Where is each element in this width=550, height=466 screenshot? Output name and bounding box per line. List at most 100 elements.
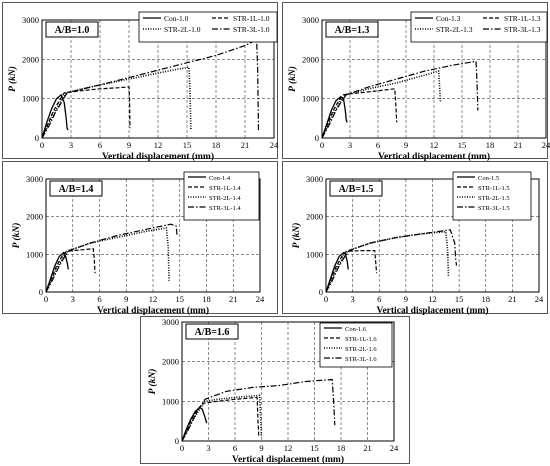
legend-label: Con-1.3 (436, 14, 461, 23)
legend-label: STR-2L-1.0 (164, 25, 201, 34)
x-tick-label: 15 (310, 443, 319, 453)
series-group (46, 223, 178, 292)
series-group (42, 39, 260, 138)
legend-box (183, 171, 260, 221)
y-tick-label: 2000 (162, 357, 179, 367)
legend-label: STR-2L-1.5 (478, 195, 510, 202)
x-tick-label: 3 (69, 140, 73, 150)
y-tick-label: 3000 (302, 15, 319, 25)
series-line-str-3l-1-4 (46, 223, 178, 292)
series-line-str-2l-1-4 (46, 227, 170, 292)
chart-title-box (329, 180, 383, 197)
plot-frame (181, 321, 395, 442)
series-line-con-1-0 (42, 94, 69, 138)
x-tick-label: 24 (256, 294, 265, 304)
x-tick-label: 9 (404, 294, 408, 304)
x-tick-label: 0 (320, 140, 324, 150)
y-tick-label: 3000 (306, 174, 323, 184)
y-axis-label: P (kN) (287, 66, 298, 92)
x-tick-label: 3 (206, 443, 210, 453)
y-tick-label: 0 (175, 436, 179, 446)
chart-panel-ab-1-4: 0 3 6 9 12 15 18 21 24 0 1000 2000 3000 Vertical disp… (2, 161, 278, 316)
x-tick-label: 15 (458, 140, 467, 150)
series-line-str-1l-1-0 (42, 86, 131, 138)
series-line-con-1-6 (182, 406, 208, 441)
x-tick-label: 21 (229, 294, 238, 304)
y-tick-label: 0 (315, 133, 319, 143)
legend-label: STR-2L-1.6 (345, 346, 377, 353)
x-tick-label: 15 (183, 140, 192, 150)
x-tick-label: 12 (149, 294, 158, 304)
x-tick-label: 24 (390, 443, 399, 453)
legend-label: STR-1L-1.5 (478, 185, 510, 192)
legend-label: Con-1.0 (164, 14, 189, 23)
series-line-con-1-3 (322, 96, 348, 138)
y-tick-label: 1000 (22, 94, 39, 104)
chart-svg: 0 3 6 9 12 15 18 21 24 0 1000 2000 3000 Vertical disp… (291, 171, 544, 316)
series-line-str-3l-1-5 (326, 229, 458, 292)
series-line-str-2l-1-0 (42, 66, 192, 138)
series-line-str-2l-1-3 (322, 70, 442, 138)
x-tick-label: 24 (535, 294, 544, 304)
chart-title-box (325, 21, 379, 38)
y-tick-label: 0 (39, 287, 43, 297)
y-tick-label: 0 (35, 133, 39, 143)
x-tick-label: 0 (180, 443, 184, 453)
legend-label: STR-1L-1.4 (209, 185, 241, 192)
x-tick-label: 21 (508, 294, 517, 304)
y-tick-label: 1000 (306, 249, 323, 259)
x-axis-label: Vertical displacement (mm) (378, 151, 490, 162)
y-tick-label: 3000 (26, 174, 43, 184)
x-tick-label: 3 (351, 294, 355, 304)
series-line-str-3l-1-6 (182, 378, 336, 441)
x-tick-label: 9 (124, 294, 128, 304)
x-tick-label: 18 (212, 140, 221, 150)
legend-box (319, 322, 393, 368)
x-tick-label: 24 (270, 140, 279, 150)
x-tick-label: 21 (514, 140, 523, 150)
x-tick-label: 21 (363, 443, 372, 453)
x-tick-label: 6 (376, 140, 380, 150)
x-tick-label: 15 (455, 294, 464, 304)
legend-label: STR-3L-1.5 (478, 205, 510, 212)
legend-label: STR-2L-1.3 (436, 25, 473, 34)
x-tick-label: 18 (337, 443, 346, 453)
chart-panel-ab-1-5: 0 3 6 9 12 15 18 21 24 0 1000 2000 3000 Vertical disp… (282, 161, 548, 316)
x-axis-label: Vertical displacement (mm) (102, 151, 214, 162)
chart-svg: 0 3 6 9 12 15 18 21 24 0 1000 2000 3000 Vertical disp… (7, 11, 279, 162)
y-tick-label: 2000 (22, 54, 39, 64)
series-line-con-1-4 (46, 251, 69, 292)
x-tick-label: 6 (377, 294, 381, 304)
x-tick-label: 21 (241, 140, 250, 150)
series-line-str-1l-1-6 (182, 396, 260, 441)
x-tick-label: 6 (233, 443, 237, 453)
series-line-str-2l-1-5 (326, 230, 450, 292)
x-tick-label: 0 (44, 294, 48, 304)
x-tick-label: 9 (127, 140, 131, 150)
legend-label: STR-3L-1.4 (209, 205, 241, 212)
legend-label: STR-1L-1.6 (345, 336, 377, 343)
legend-box (410, 11, 548, 43)
y-tick-label: 2000 (26, 212, 43, 222)
y-axis-label: P (kN) (147, 369, 158, 395)
legend-box (452, 171, 532, 221)
x-tick-label: 12 (428, 294, 437, 304)
series-line-str-3l-1-3 (322, 60, 479, 138)
y-tick-label: 3000 (162, 317, 179, 327)
x-tick-label: 9 (404, 140, 408, 150)
chart-title-box (49, 180, 103, 197)
plot-frame (45, 178, 261, 293)
x-tick-label: 24 (542, 140, 550, 150)
x-tick-label: 18 (486, 140, 495, 150)
legend-label: STR-2L-1.4 (209, 195, 241, 202)
y-tick-label: 1000 (162, 396, 179, 406)
legend-box (138, 11, 278, 43)
chart-panel-ab-1-6: 0 3 6 9 12 15 18 21 24 0 1000 2000 3000 Vertical disp… (140, 316, 410, 465)
legend-label: Con-1.5 (478, 175, 499, 182)
x-tick-label: 6 (98, 140, 102, 150)
series-group (326, 229, 458, 292)
legend-label: STR-3L-1.6 (345, 356, 377, 363)
x-tick-label: 12 (154, 140, 163, 150)
y-axis-label: P (kN) (11, 223, 22, 249)
y-tick-label: 1000 (302, 94, 319, 104)
